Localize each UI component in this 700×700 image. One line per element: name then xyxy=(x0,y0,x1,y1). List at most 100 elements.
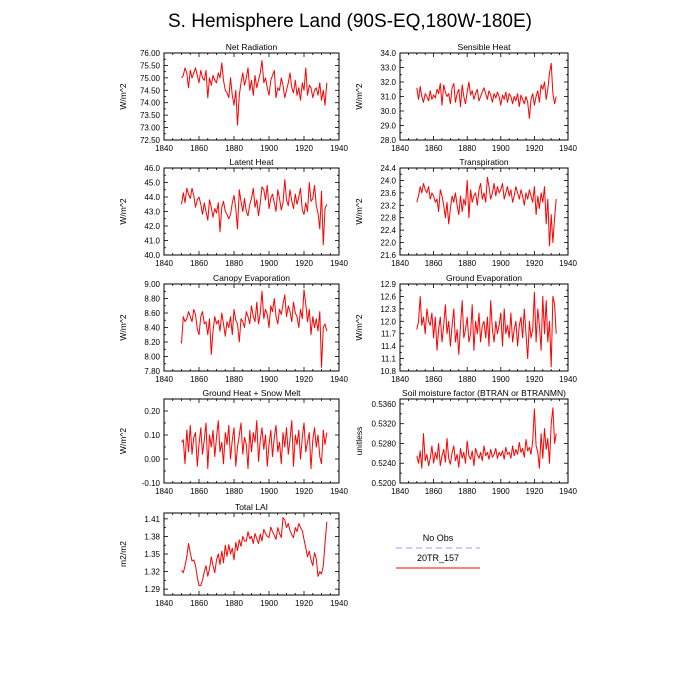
x-tick-label: 1880 xyxy=(225,487,243,496)
chart-title: Net Radiation xyxy=(226,42,278,52)
chart-canopy-evaporation: Canopy Evaporation W/m^2 1840 1860 1880 1900 1… xyxy=(118,273,348,384)
y-tick-label: 29.0 xyxy=(380,122,396,131)
y-tick-label: 42.0 xyxy=(144,222,160,231)
x-tick-label: 1940 xyxy=(559,375,577,384)
x-tick-label: 1880 xyxy=(458,487,476,496)
x-tick-label: 1880 xyxy=(225,144,243,153)
y-axis-label: W/m^2 xyxy=(354,198,364,224)
x-tick-label: 1920 xyxy=(295,599,313,608)
x-tick-label: 1940 xyxy=(330,375,348,384)
legend: No Obs 20TR_157 xyxy=(396,533,480,569)
x-tick-label: 1840 xyxy=(391,375,409,384)
y-tick-label: 0.20 xyxy=(144,407,160,416)
y-tick-label: 10.8 xyxy=(380,367,396,376)
x-tick-label: 1860 xyxy=(190,487,208,496)
x-tick-label: 1840 xyxy=(391,144,409,153)
y-tick-label: 0.5200 xyxy=(372,479,397,488)
chart-soil-moisture-factor-btran-or-btranmn: Soil moisture factor (BTRAN or BTRANMN) u… xyxy=(354,388,577,496)
chart-title: Soil moisture factor (BTRAN or BTRANMN) xyxy=(402,388,566,398)
x-tick-label: 1860 xyxy=(425,487,443,496)
y-tick-label: 34.0 xyxy=(380,49,396,58)
series-line-20tr-157 xyxy=(416,407,557,469)
chart-total-lai: Total LAI m2/m2 1840 1860 1880 1900 1920 1940 1.… xyxy=(118,502,348,608)
y-tick-label: 23.6 xyxy=(380,189,396,198)
y-tick-label: 22.8 xyxy=(380,214,396,223)
y-tick-label: 76.00 xyxy=(140,49,161,58)
x-tick-label: 1940 xyxy=(330,144,348,153)
y-tick-label: 0.5240 xyxy=(372,459,397,468)
chart-title: Canopy Evaporation xyxy=(213,273,290,283)
y-tick-label: 33.0 xyxy=(380,64,396,73)
y-tick-label: 74.00 xyxy=(140,99,161,108)
y-tick-label: 0.5360 xyxy=(372,400,397,409)
x-tick-label: 1900 xyxy=(492,487,510,496)
legend-label-no-obs: No Obs xyxy=(423,533,454,543)
y-tick-label: 0.10 xyxy=(144,431,160,440)
y-tick-label: 44.0 xyxy=(144,193,160,202)
y-tick-label: 22.0 xyxy=(380,239,396,248)
y-tick-label: 0.5280 xyxy=(372,439,397,448)
y-axis-label: W/m^2 xyxy=(118,314,128,340)
y-tick-label: 21.6 xyxy=(380,251,396,260)
y-tick-label: 12.6 xyxy=(380,292,396,301)
y-axis-label: W/m^2 xyxy=(354,83,364,109)
y-tick-label: 74.50 xyxy=(140,86,161,95)
x-tick-label: 1920 xyxy=(295,144,313,153)
y-tick-label: 40.0 xyxy=(144,251,160,260)
y-tick-label: 11.7 xyxy=(381,330,397,339)
x-tick-label: 1880 xyxy=(225,259,243,268)
y-tick-label: 8.20 xyxy=(144,338,160,347)
y-tick-label: 75.00 xyxy=(140,74,161,83)
chart-grid: Net Radiation W/m^2 1840 1860 1880 1900 1920 19… xyxy=(118,42,577,608)
x-tick-label: 1860 xyxy=(190,259,208,268)
y-tick-label: 11.1 xyxy=(381,355,397,364)
legend-label-20tr-157: 20TR_157 xyxy=(417,553,459,563)
x-tick-label: 1860 xyxy=(425,259,443,268)
y-axis-label: unitless xyxy=(354,427,364,456)
x-tick-label: 1840 xyxy=(155,259,173,268)
chart-title: Ground Evaporation xyxy=(446,273,522,283)
chart-latent-heat: Latent Heat W/m^2 1840 1860 1880 1900 1920 1940… xyxy=(118,157,348,268)
x-tick-label: 1920 xyxy=(526,375,544,384)
chart-title: Ground Heat + Snow Melt xyxy=(202,388,301,398)
series-line-20tr-157 xyxy=(416,291,557,368)
y-tick-label: 73.50 xyxy=(140,111,161,120)
x-tick-label: 1920 xyxy=(526,259,544,268)
x-tick-label: 1900 xyxy=(492,259,510,268)
page-title: S. Hemisphere Land (90S-EQ,180W-180E) xyxy=(168,11,532,32)
chart-title: Total LAI xyxy=(235,502,268,512)
x-tick-label: 1940 xyxy=(330,259,348,268)
x-tick-label: 1940 xyxy=(330,599,348,608)
y-tick-label: 31.0 xyxy=(380,93,396,102)
y-tick-label: 12.9 xyxy=(380,280,396,289)
y-tick-label: 28.0 xyxy=(380,136,396,145)
plot-frame xyxy=(163,283,340,372)
chart-title: Sensible Heat xyxy=(458,42,512,52)
x-tick-label: 1840 xyxy=(155,144,173,153)
y-tick-label: 12.3 xyxy=(380,305,396,314)
x-tick-label: 1860 xyxy=(190,144,208,153)
x-tick-label: 1880 xyxy=(225,599,243,608)
x-tick-label: 1860 xyxy=(190,375,208,384)
y-tick-label: 1.32 xyxy=(144,568,160,577)
x-tick-label: 1920 xyxy=(526,487,544,496)
x-tick-label: 1900 xyxy=(492,144,510,153)
y-tick-label: 8.60 xyxy=(144,309,160,318)
y-tick-label: 43.0 xyxy=(144,208,160,217)
plot-frame xyxy=(399,398,569,484)
series-line-20tr-157 xyxy=(181,420,328,470)
x-tick-label: 1840 xyxy=(155,599,173,608)
x-tick-label: 1940 xyxy=(559,144,577,153)
y-tick-label: 46.0 xyxy=(144,164,160,173)
x-tick-label: 1880 xyxy=(458,259,476,268)
x-tick-label: 1860 xyxy=(425,144,443,153)
x-tick-label: 1880 xyxy=(225,375,243,384)
y-tick-label: 24.4 xyxy=(380,164,396,173)
y-tick-label: 1.29 xyxy=(144,585,160,594)
x-tick-label: 1840 xyxy=(391,487,409,496)
y-tick-label: 8.00 xyxy=(144,353,160,362)
chart-sensible-heat: Sensible Heat W/m^2 1840 1860 1880 1900 1920 19… xyxy=(354,42,577,153)
series-line-20tr-157 xyxy=(181,289,328,368)
y-tick-label: 72.50 xyxy=(140,136,161,145)
